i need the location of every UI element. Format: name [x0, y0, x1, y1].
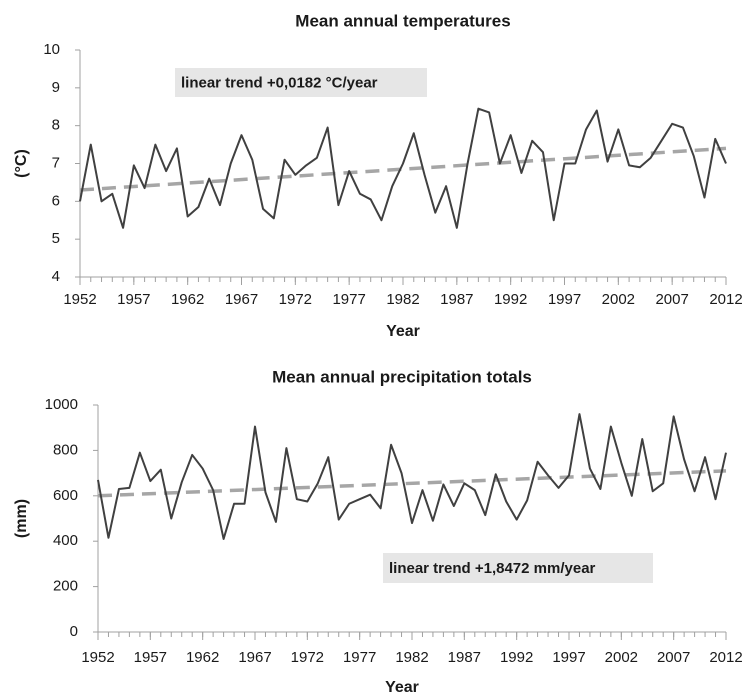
x-tick-label: 1972	[279, 291, 312, 308]
trend-line	[79, 146, 727, 192]
y-tick-label: 400	[53, 532, 78, 549]
y-tick-label: 0	[70, 623, 78, 640]
data-line	[79, 107, 727, 229]
y-tick-label: 5	[52, 230, 60, 247]
y-tick-label: 8	[52, 117, 60, 134]
y-tick-label: 10	[43, 41, 60, 58]
chart-title: Mean annual temperatures	[295, 11, 510, 30]
x-tick-label: 1992	[494, 291, 527, 308]
x-tick-label: 2002	[605, 649, 638, 666]
x-tick-label: 1987	[440, 291, 473, 308]
annotation-box	[383, 553, 653, 583]
x-tick-label: 2012	[709, 291, 742, 308]
y-tick-label: 9	[52, 79, 60, 96]
x-tick-label: 1957	[134, 649, 167, 666]
x-tick-label: 2012	[709, 649, 742, 666]
y-axis-title: (°C)	[13, 149, 30, 178]
x-axis-title: Year	[385, 679, 419, 696]
x-tick-label: 1997	[552, 649, 585, 666]
x-tick-label: 1977	[343, 649, 376, 666]
x-tick-label: 2002	[602, 291, 635, 308]
x-tick-label: 1977	[332, 291, 365, 308]
x-tick-label: 1952	[63, 291, 96, 308]
y-axis-title: (mm)	[13, 499, 30, 538]
annotation-box	[175, 68, 427, 97]
x-tick-label: 1967	[225, 291, 258, 308]
x-axis-title: Year	[386, 323, 420, 340]
x-tick-label: 1992	[500, 649, 533, 666]
annotation: linear trend +0,0182 °C/year	[181, 74, 378, 91]
y-tick-label: 800	[53, 441, 78, 458]
y-tick-label: 4	[52, 268, 60, 285]
y-tick-label: 200	[53, 578, 78, 595]
y-tick-label: 7	[52, 154, 60, 171]
x-tick-label: 2007	[655, 291, 688, 308]
x-tick-label: 1952	[81, 649, 114, 666]
y-tick-label: 6	[52, 192, 60, 209]
x-tick-label: 1967	[238, 649, 271, 666]
chart-title: Mean annual precipitation totals	[272, 367, 532, 386]
x-tick-label: 1962	[186, 649, 219, 666]
x-tick-label: 1957	[117, 291, 150, 308]
x-tick-label: 1982	[386, 291, 419, 308]
x-tick-label: 2007	[657, 649, 690, 666]
x-tick-label: 1987	[448, 649, 481, 666]
x-tick-label: 1962	[171, 291, 204, 308]
x-tick-label: 1982	[395, 649, 428, 666]
y-tick-label: 600	[53, 487, 78, 504]
trend-line	[97, 469, 727, 498]
annotation: linear trend +1,8472 mm/year	[389, 560, 596, 577]
x-tick-label: 1997	[548, 291, 581, 308]
data-line	[97, 413, 727, 540]
x-tick-label: 1972	[291, 649, 324, 666]
y-tick-label: 1000	[45, 396, 78, 413]
